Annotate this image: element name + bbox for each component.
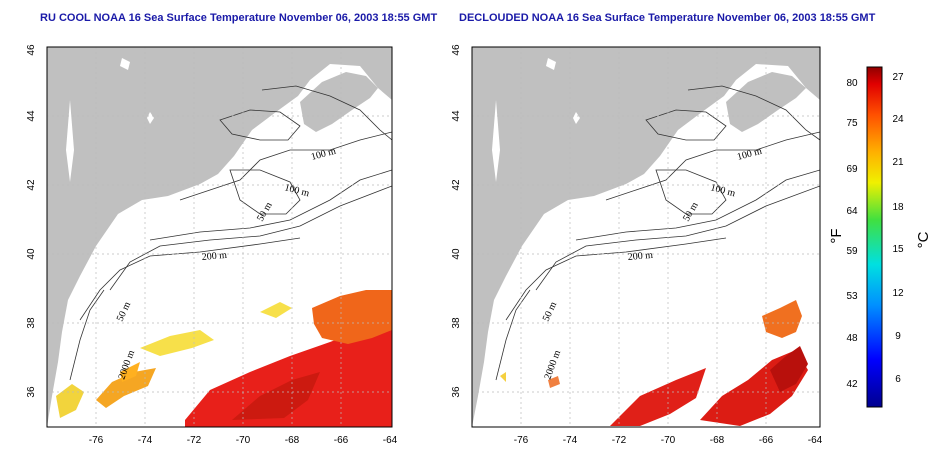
- y-tick-label: 46: [26, 44, 37, 56]
- sst-patch: [140, 330, 214, 356]
- fahrenheit-tick: 75: [846, 118, 858, 129]
- depth-contours: [69, 85, 392, 381]
- sst-patch: [232, 372, 320, 420]
- celsius-tick: 6: [895, 374, 901, 385]
- left-x-axis: -76 -74 -72 -70 -68 -66 -64: [89, 435, 398, 446]
- x-tick-label: -64: [808, 435, 823, 446]
- land-mass: [472, 47, 820, 427]
- lake: [66, 100, 74, 182]
- fahrenheit-tick: 48: [846, 333, 858, 344]
- y-tick-label: 36: [451, 386, 462, 398]
- nova-scotia: [300, 72, 378, 132]
- depth-label: 200 m: [627, 250, 653, 263]
- left-panel-title: RU COOL NOAA 16 Sea Surface Temperature …: [40, 12, 437, 24]
- sst-patch: [770, 346, 808, 392]
- left-map-frame: [46, 46, 393, 428]
- y-tick-label: 38: [451, 317, 462, 329]
- x-tick-label: -74: [563, 435, 578, 446]
- right-x-axis: -76 -74 -72 -70 -68 -66 -64: [514, 435, 823, 446]
- fahrenheit-tick: 59: [846, 246, 858, 257]
- left-panel: RU COOL NOAA 16 Sea Surface Temperature …: [26, 12, 437, 446]
- celsius-ticks: 27 24 21 18 15 12 9 6: [892, 72, 904, 385]
- x-tick-label: -66: [759, 435, 774, 446]
- celsius-tick: 27: [892, 72, 904, 83]
- lake: [147, 112, 154, 124]
- sst-patch: [500, 372, 506, 382]
- celsius-unit-label: °C: [915, 231, 932, 248]
- graticule: [472, 47, 820, 427]
- fahrenheit-tick: 64: [846, 206, 858, 217]
- sst-patch: [120, 362, 140, 382]
- sst-patch: [96, 368, 156, 408]
- celsius-tick: 24: [892, 114, 904, 125]
- sst-patch: [185, 318, 392, 427]
- depth-label: 200 m: [201, 250, 227, 263]
- depth-contours: [495, 85, 820, 381]
- sst-patch: [260, 302, 292, 318]
- colorbar-ramp: [866, 66, 883, 408]
- celsius-tick: 9: [895, 331, 901, 342]
- lake: [573, 112, 580, 124]
- x-tick-label: -74: [138, 435, 153, 446]
- celsius-tick: 15: [892, 244, 904, 255]
- x-tick-label: -76: [89, 435, 104, 446]
- fahrenheit-tick: 42: [846, 379, 858, 390]
- y-tick-label: 46: [451, 44, 462, 56]
- lake: [492, 100, 500, 182]
- sst-patch: [548, 376, 560, 388]
- colorbar: 80 75 69 64 59 53 48 42 27 24 21 18 15 1…: [828, 66, 932, 408]
- y-tick-label: 42: [26, 179, 37, 191]
- x-tick-label: -72: [187, 435, 202, 446]
- y-tick-label: 40: [451, 248, 462, 260]
- fahrenheit-tick: 53: [846, 291, 858, 302]
- lake: [120, 58, 130, 70]
- celsius-tick: 18: [892, 202, 904, 213]
- land-mass: [47, 47, 392, 427]
- y-tick-label: 44: [451, 110, 462, 122]
- celsius-tick: 12: [892, 288, 904, 299]
- x-tick-label: -76: [514, 435, 529, 446]
- sst-patch: [312, 290, 392, 344]
- x-tick-label: -66: [334, 435, 349, 446]
- x-tick-label: -70: [661, 435, 676, 446]
- right-y-axis: 36 38 40 42 44 46: [451, 44, 462, 398]
- fahrenheit-unit-label: °F: [828, 228, 845, 243]
- x-tick-label: -70: [236, 435, 251, 446]
- fahrenheit-tick: 69: [846, 164, 858, 175]
- right-map-frame: [471, 46, 821, 428]
- x-tick-label: -68: [285, 435, 300, 446]
- sst-patch: [762, 300, 802, 338]
- graticule: [47, 47, 392, 427]
- sst-patch: [56, 384, 84, 418]
- x-tick-label: -68: [710, 435, 725, 446]
- fahrenheit-ticks: 80 75 69 64 59 53 48 42: [846, 78, 858, 390]
- y-tick-label: 40: [26, 248, 37, 260]
- x-tick-label: -72: [612, 435, 627, 446]
- sst-patch: [610, 368, 706, 426]
- fahrenheit-tick: 80: [846, 78, 858, 89]
- lake: [546, 58, 556, 70]
- left-y-axis: 36 38 40 42 44 46: [26, 44, 37, 398]
- celsius-tick: 21: [892, 157, 904, 168]
- y-tick-label: 36: [26, 386, 37, 398]
- y-tick-label: 42: [451, 179, 462, 191]
- y-tick-label: 44: [26, 110, 37, 122]
- right-panel: DECLOUDED NOAA 16 Sea Surface Temperatur…: [451, 12, 876, 446]
- y-tick-label: 38: [26, 317, 37, 329]
- x-tick-label: -64: [383, 435, 398, 446]
- right-panel-title: DECLOUDED NOAA 16 Sea Surface Temperatur…: [459, 12, 876, 24]
